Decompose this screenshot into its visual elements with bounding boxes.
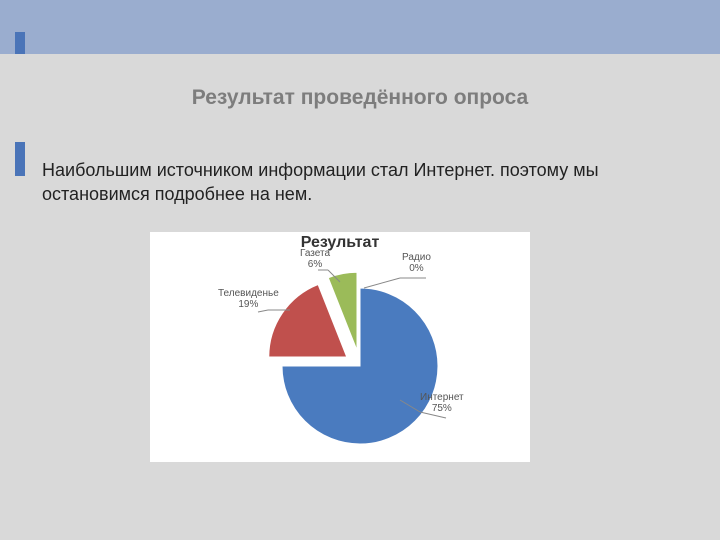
callout-tv: Телевиденье 19% (218, 288, 279, 310)
title-band: Результат проведённого опроса (0, 54, 720, 142)
pie-chart (150, 250, 530, 460)
accent-bar-3 (15, 136, 25, 176)
page-title: Результат проведённого опроса (192, 86, 528, 110)
callout-internet: Интернет 75% (420, 392, 464, 414)
body-text: Наибольшим источником информации стал Ин… (42, 158, 660, 207)
callout-gazeta: Газета 6% (300, 248, 330, 270)
callout-radio: Радио 0% (402, 252, 431, 274)
chart-card: Результат Радио 0% Газета 6% Телевиденье… (150, 232, 530, 462)
top-band (0, 0, 720, 54)
